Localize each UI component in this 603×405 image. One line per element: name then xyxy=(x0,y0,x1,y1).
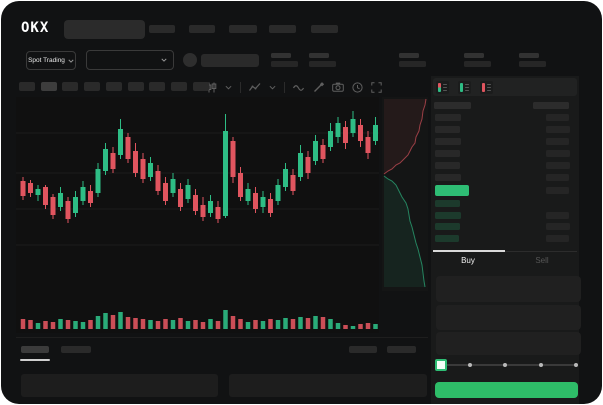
okx-logo: OKX xyxy=(21,20,50,36)
chart-tools xyxy=(206,81,382,93)
chart-canvas xyxy=(16,111,379,329)
stat-label-placeholder xyxy=(464,53,484,58)
timeframe-button[interactable] xyxy=(19,82,35,91)
bottom-tab[interactable] xyxy=(61,346,91,353)
total-field[interactable] xyxy=(436,332,581,355)
buy-button[interactable] xyxy=(435,382,578,398)
ask-amount-placeholder xyxy=(546,162,570,169)
timeframe-button[interactable] xyxy=(171,82,187,91)
stat-value-placeholder xyxy=(271,61,298,67)
price-field[interactable] xyxy=(436,276,581,302)
last-price-highlight[interactable] xyxy=(435,185,469,196)
bid-price-placeholder[interactable] xyxy=(435,235,459,242)
bid-price-placeholder[interactable] xyxy=(435,212,461,219)
market-mode-dropdown[interactable]: Spot Trading xyxy=(26,51,76,70)
slider-stop[interactable] xyxy=(468,363,472,367)
ask-amount-placeholder xyxy=(546,114,569,121)
orderbook-header-placeholder xyxy=(434,102,471,109)
divider xyxy=(284,81,285,93)
stat-value-placeholder xyxy=(519,61,546,67)
slider-handle[interactable] xyxy=(435,359,447,371)
orders-panel-placeholder xyxy=(229,374,427,397)
orderbook-header-placeholder xyxy=(533,102,569,109)
slider-stop[interactable] xyxy=(503,363,507,367)
active-tab-indicator xyxy=(433,250,505,252)
pair-selector-dropdown[interactable] xyxy=(86,50,174,70)
market-mode-label: Spot Trading xyxy=(28,57,65,64)
depth-chart xyxy=(382,97,428,291)
bid-amount-placeholder xyxy=(546,235,569,242)
pair-name-placeholder xyxy=(201,54,259,67)
ask-price-placeholder[interactable] xyxy=(435,174,461,181)
chevron-down-icon xyxy=(68,59,74,63)
bottom-tab-active[interactable] xyxy=(21,346,49,353)
ask-amount-placeholder xyxy=(546,138,569,145)
ask-amount-placeholder xyxy=(546,126,570,133)
divider xyxy=(240,81,241,93)
slider-stop[interactable] xyxy=(574,363,578,367)
book-asks-icon[interactable] xyxy=(480,80,493,94)
timeframe-button[interactable] xyxy=(128,82,144,91)
ask-price-placeholder[interactable] xyxy=(435,150,460,157)
timeframe-button[interactable] xyxy=(84,82,100,91)
amount-slider-track[interactable] xyxy=(439,364,577,366)
stat-value-placeholder xyxy=(399,61,426,67)
section-divider xyxy=(16,337,428,338)
stat-label-placeholder xyxy=(309,53,329,58)
bottom-tab-underline xyxy=(20,359,50,361)
stat-label-placeholder xyxy=(519,53,539,58)
stat-value-placeholder xyxy=(464,61,491,67)
camera-icon[interactable] xyxy=(332,82,344,92)
bid-price-placeholder[interactable] xyxy=(435,223,460,230)
timeframe-button[interactable] xyxy=(193,82,209,91)
ask-price-placeholder[interactable] xyxy=(435,126,460,133)
candlestick-chart[interactable] xyxy=(16,97,379,333)
ask-amount-placeholder xyxy=(546,174,569,181)
timeframe-button[interactable] xyxy=(106,82,122,91)
orderbook-view-toolbar xyxy=(433,78,577,96)
orders-panel-placeholder xyxy=(21,374,218,397)
chevron-down-icon[interactable] xyxy=(225,85,232,90)
wave-tool-icon[interactable] xyxy=(293,83,305,92)
bottom-action-placeholder[interactable] xyxy=(387,346,416,353)
ask-amount-placeholder xyxy=(546,150,570,157)
chevron-down-icon xyxy=(161,58,167,62)
timeframe-button[interactable] xyxy=(62,82,78,91)
nav-item-placeholder[interactable] xyxy=(149,25,175,33)
history-icon[interactable] xyxy=(352,81,363,93)
timeframe-button[interactable] xyxy=(41,82,57,91)
bottom-action-placeholder[interactable] xyxy=(349,346,377,353)
book-both-icon[interactable] xyxy=(436,80,449,94)
ask-price-placeholder[interactable] xyxy=(435,162,460,169)
timeframe-button[interactable] xyxy=(149,82,165,91)
nav-item-placeholder[interactable] xyxy=(269,25,296,33)
tab-divider xyxy=(505,251,577,252)
search-input[interactable] xyxy=(64,20,145,39)
stat-label-placeholder xyxy=(399,53,419,58)
tab-sell[interactable]: Sell xyxy=(535,255,549,265)
pair-coin-icon xyxy=(183,53,197,67)
nav-item-placeholder[interactable] xyxy=(189,25,215,33)
stat-value-placeholder xyxy=(309,61,336,67)
chevron-down-icon[interactable] xyxy=(269,85,276,90)
bid-amount-placeholder xyxy=(546,212,569,219)
ask-price-placeholder[interactable] xyxy=(435,138,461,145)
last-price-amount-placeholder xyxy=(546,187,569,194)
bid-amount-placeholder xyxy=(546,223,570,230)
fullscreen-icon[interactable] xyxy=(371,81,382,93)
book-bids-icon[interactable] xyxy=(458,80,471,94)
amount-field[interactable] xyxy=(436,305,581,330)
indicators-icon[interactable] xyxy=(249,82,261,93)
draw-icon[interactable] xyxy=(313,81,324,93)
bid-price-placeholder[interactable] xyxy=(435,200,460,207)
nav-item-placeholder[interactable] xyxy=(229,25,257,33)
slider-stop[interactable] xyxy=(539,363,543,367)
nav-item-placeholder[interactable] xyxy=(311,25,338,33)
stat-label-placeholder xyxy=(271,53,291,58)
tab-buy[interactable]: Buy xyxy=(461,255,475,265)
ask-price-placeholder[interactable] xyxy=(435,114,461,121)
